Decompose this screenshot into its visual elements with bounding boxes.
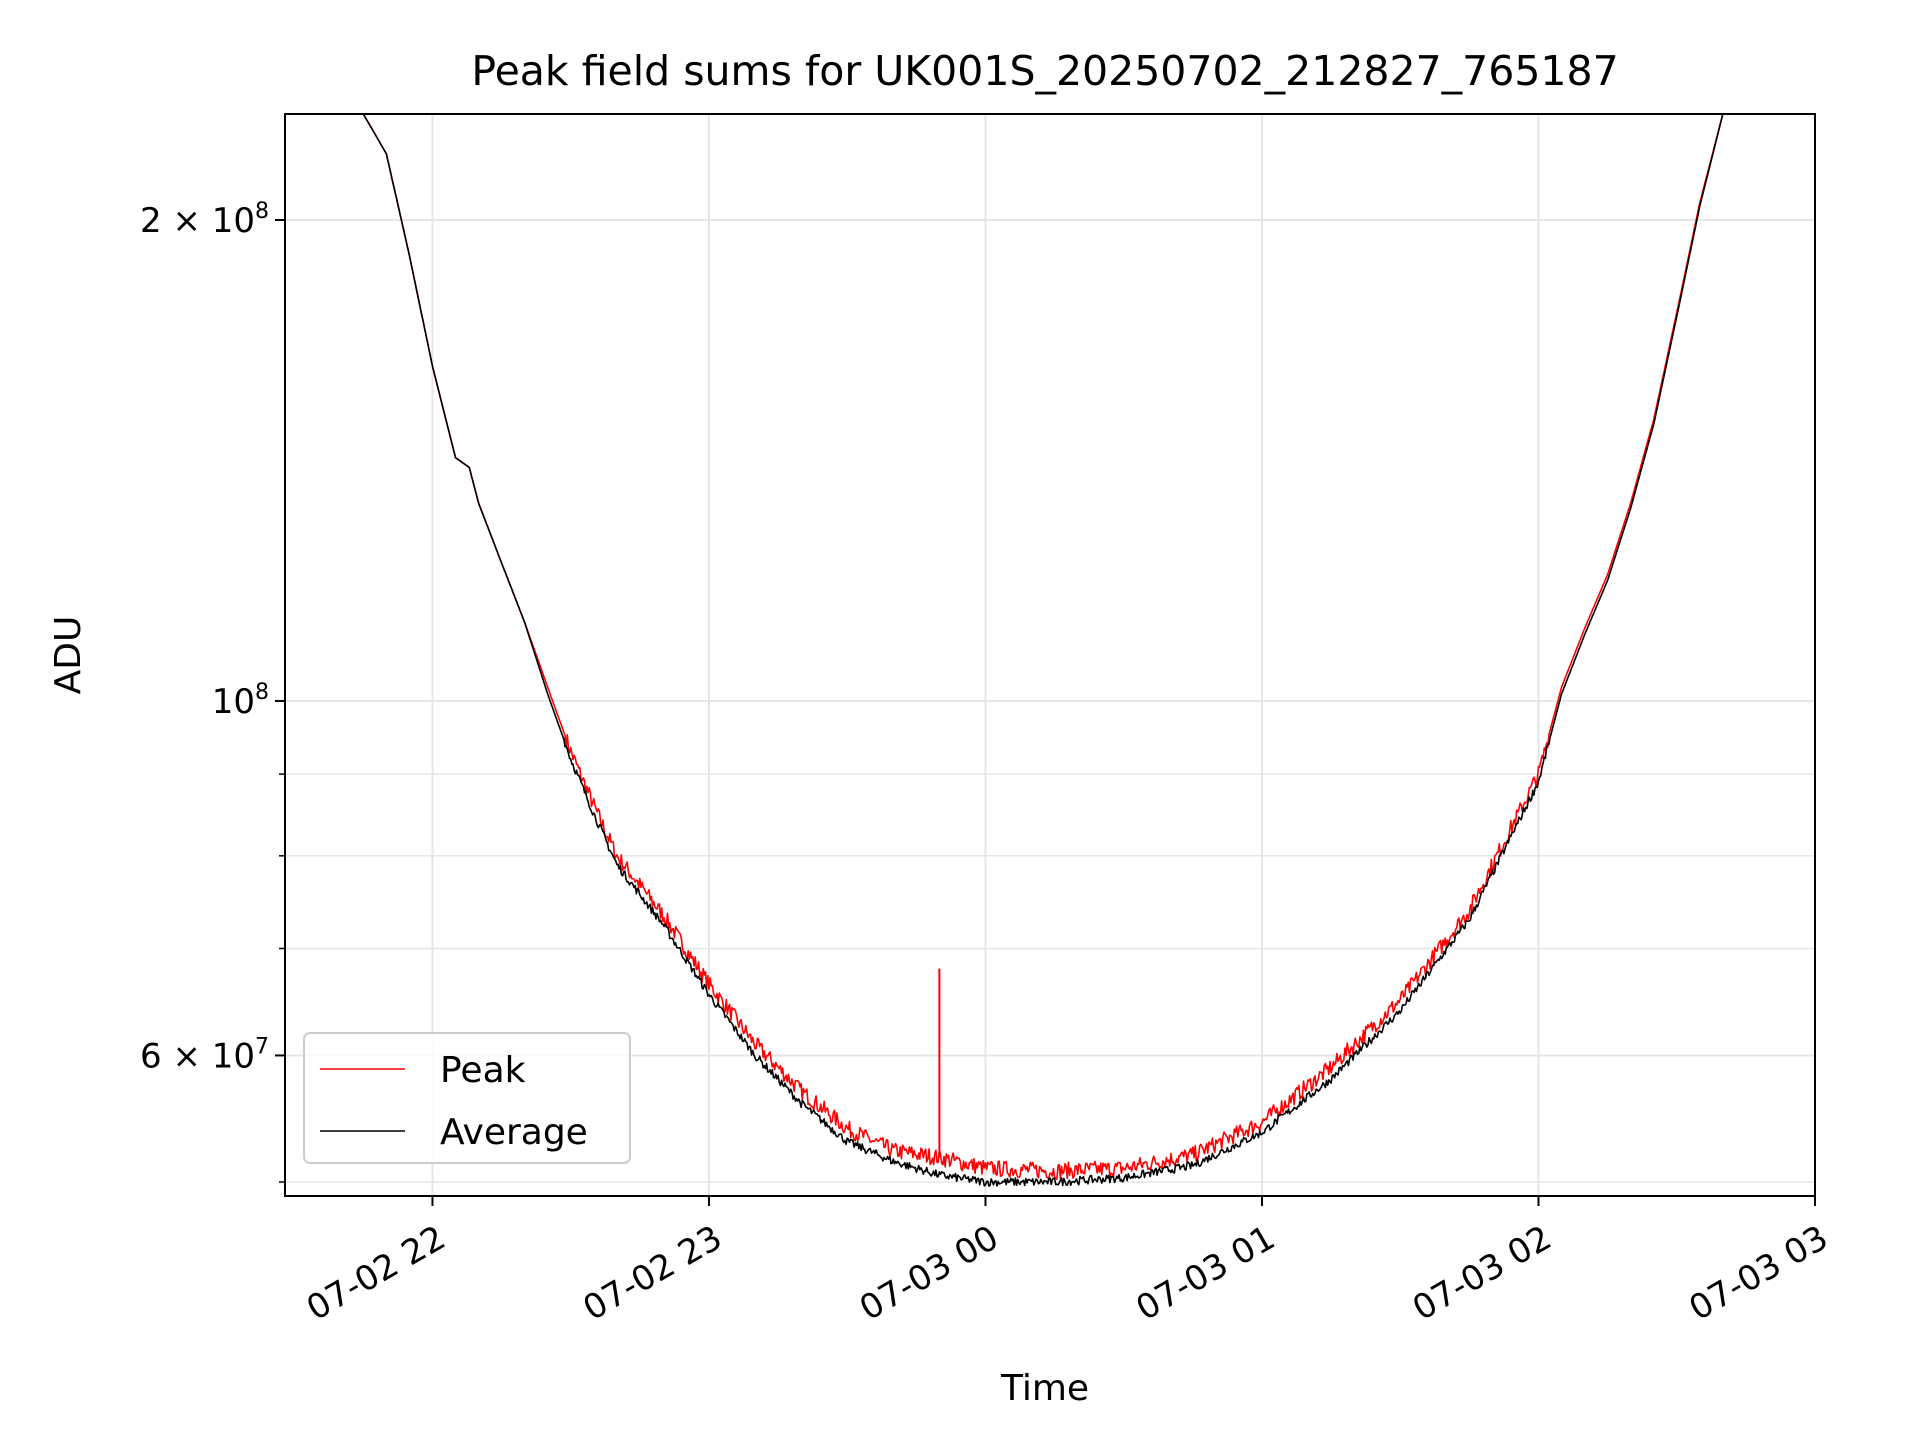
- chart-title: Peak field sums for UK001S_20250702_2128…: [471, 47, 1618, 95]
- plot-series: [285, 113, 1815, 1187]
- y-tick-label: 6 × 107: [140, 1034, 269, 1076]
- legend-label-peak: Peak: [440, 1050, 526, 1091]
- y-axis-label: ADU: [48, 616, 89, 695]
- y-tick-label: 2 × 108: [140, 199, 269, 241]
- legend-label-average: Average: [440, 1112, 588, 1153]
- series-line-average: [285, 113, 1815, 1187]
- plot-frame: [284, 113, 1816, 1197]
- series-line-peak: [285, 113, 1815, 1180]
- x-axis-label: Time: [1000, 1368, 1089, 1409]
- legend: Peak Average: [303, 1032, 631, 1164]
